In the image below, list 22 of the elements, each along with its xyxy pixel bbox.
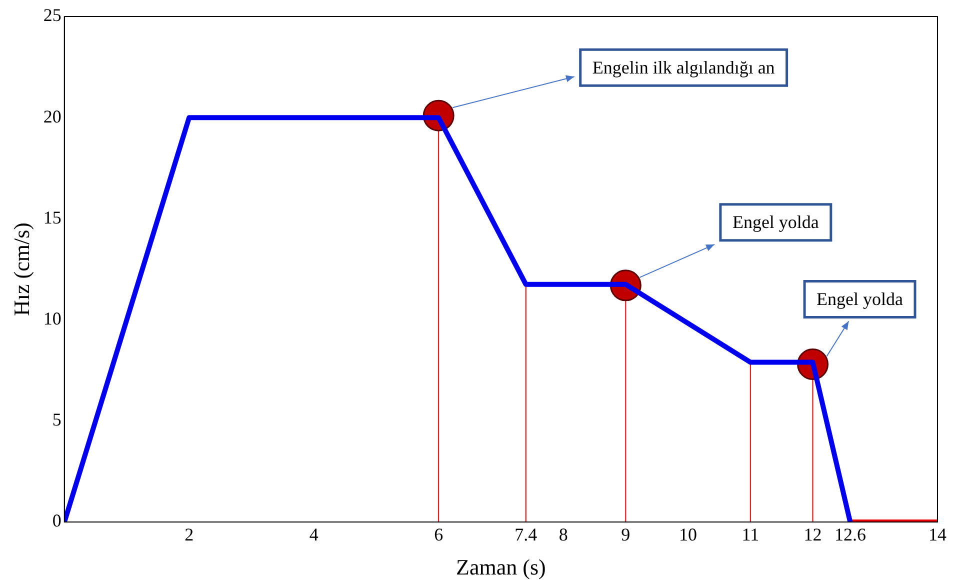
x-tick-label: 2: [184, 524, 194, 545]
x-tick-label: 4: [309, 524, 318, 545]
x-tick-label: 8: [558, 524, 568, 545]
x-tick-label: 9: [621, 524, 630, 545]
x-tick-label: 11: [742, 524, 760, 545]
x-tick-label: 14: [928, 524, 946, 545]
x-tick-label: 10: [679, 524, 698, 545]
x-tick-label: 12: [804, 524, 822, 545]
x-tick-label: 6: [434, 524, 444, 545]
annotation: Engelin ilk algılandığı an: [592, 57, 775, 78]
x-axis-title: Zaman (s): [456, 554, 546, 580]
y-tick-label: 20: [43, 106, 62, 126]
y-tick-label: 10: [43, 308, 62, 329]
x-tick-label: 7.4: [514, 524, 538, 545]
y-tick-label: 5: [52, 410, 62, 430]
annotation: Engel yolda: [732, 212, 819, 232]
annotation: Engel yolda: [816, 289, 904, 310]
y-tick-label: 15: [43, 207, 62, 228]
x-tick-label: 12.6: [834, 524, 866, 545]
y-tick-label: 25: [43, 5, 62, 26]
y-tick-label: 0: [52, 510, 62, 531]
y-axis-title: Hız (cm/s): [8, 222, 34, 316]
